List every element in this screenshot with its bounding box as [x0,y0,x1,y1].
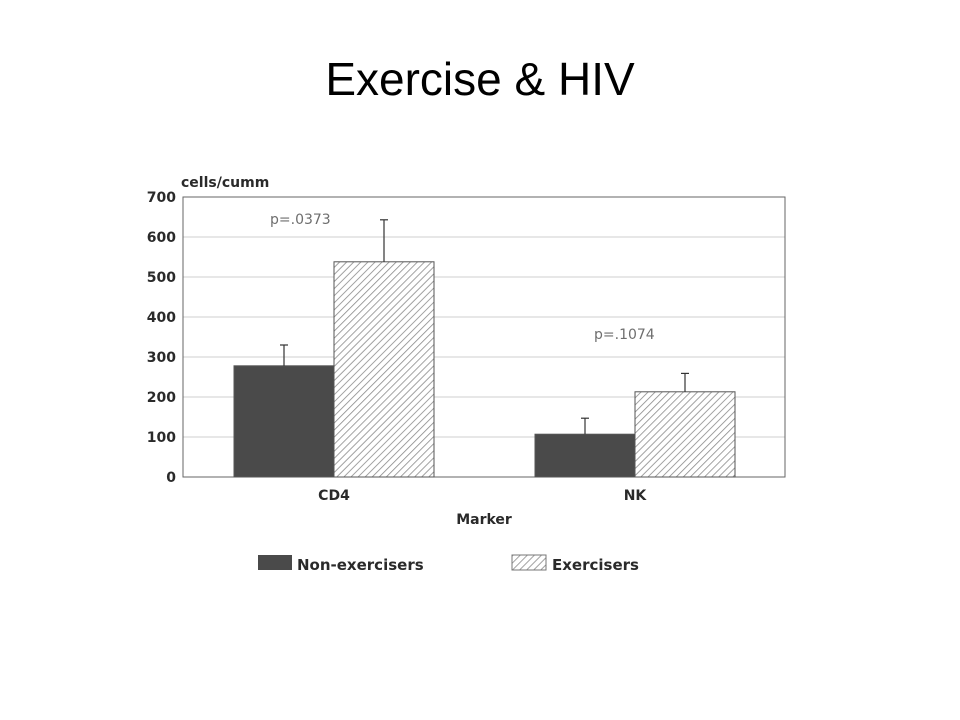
x-tick-labels: CD4 NK [318,488,647,504]
y-tick-label: 400 [147,310,176,326]
legend: Non-exercisers Exercisers [258,554,639,574]
bar-non-exercisers-cd4 [233,365,335,478]
x-tick-label-cd4: CD4 [318,488,350,504]
legend-swatch-non-exercisers [258,555,292,570]
y-tick-label: 200 [147,390,176,406]
legend-item-exercisers: Exercisers [511,554,639,574]
y-tick-label: 300 [147,350,176,366]
legend-label-exercisers: Exercisers [552,556,639,574]
legend-swatch-exercisers [511,554,547,571]
slide-title: Exercise & HIV [325,53,635,105]
p-value-annotation-nk: p=.1074 [594,327,655,343]
legend-label-non-exercisers: Non-exercisers [297,556,424,574]
bars: p=.0373 p=.1074 [233,212,736,478]
y-tick-labels: 0 100 200 300 400 500 600 700 [147,190,176,486]
y-tick-label: 500 [147,270,176,286]
legend-item-non-exercisers: Non-exercisers [258,555,424,574]
y-tick-label: 100 [147,430,176,446]
plot-frame [182,196,786,478]
x-tick-label-nk: NK [624,488,648,504]
x-axis-label: Marker [456,512,512,528]
y-tick-label: 600 [147,230,176,246]
y-tick-label: 0 [166,470,176,486]
y-tick-label: 700 [147,190,176,206]
bar-exercisers-nk [634,391,736,478]
bar-exercisers-cd4 [333,261,435,478]
y-axis-label: cells/cumm [181,175,269,191]
p-value-annotation-cd4: p=.0373 [270,212,331,228]
bar-non-exercisers-nk [534,433,636,478]
